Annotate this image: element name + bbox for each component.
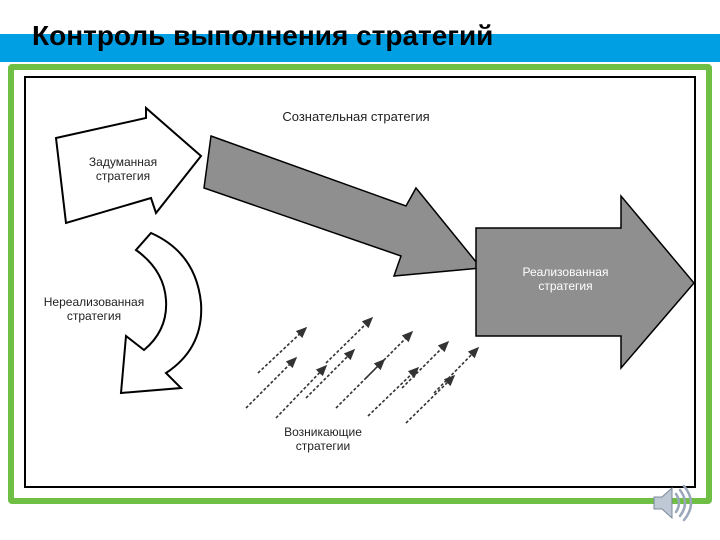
emerging-arrow [306, 350, 354, 398]
unrealized-text: Нереализованнаястратегия [44, 295, 144, 323]
conceived-label: Задуманнаястратегия [78, 156, 168, 184]
emerging-arrow [368, 368, 418, 416]
emerging-arrow [246, 358, 296, 408]
emerging-arrow [276, 366, 326, 418]
emerging-arrow [326, 318, 372, 363]
emerging-arrow [434, 348, 478, 393]
sound-icon[interactable] [648, 480, 694, 526]
page-title: Контроль выполнения стратегий [32, 10, 493, 52]
emerging-arrow [258, 328, 306, 373]
conscious-label: Сознательная стратегия [256, 110, 456, 125]
diagram-container: Задуманнаястратегия Сознательная стратег… [24, 76, 696, 488]
conceived-text: Задуманнаястратегия [89, 155, 157, 183]
emerging-text: Возникающиестратегии [284, 425, 362, 453]
title-bar: Контроль выполнения стратегий [0, 0, 720, 62]
realized-label: Реализованнаястратегия [498, 266, 633, 294]
unrealized-label: Нереализованнаястратегия [34, 296, 154, 324]
conscious-text: Сознательная стратегия [282, 109, 429, 124]
realized-text: Реализованнаястратегия [523, 265, 609, 293]
conscious-arrow [204, 136, 481, 276]
emerging-label: Возникающиестратегии [248, 426, 398, 454]
emerging-arrows-group [246, 318, 478, 423]
emerging-arrow [402, 342, 448, 388]
emerging-arrow [406, 376, 454, 423]
